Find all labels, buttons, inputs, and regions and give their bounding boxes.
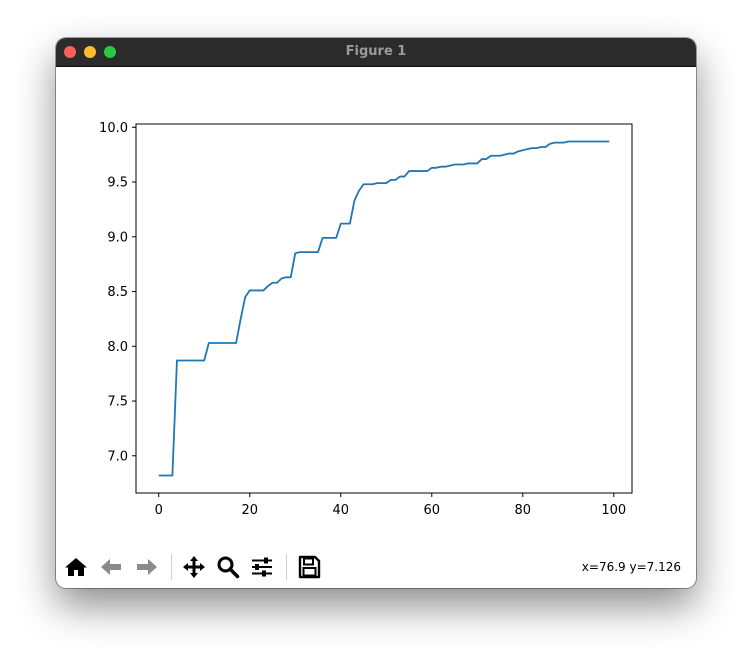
toolbar-separator — [171, 554, 172, 580]
axes-frame — [135, 123, 633, 494]
title-bar[interactable]: Figure 1 — [56, 38, 696, 67]
x-tick-label: 80 — [515, 503, 532, 518]
arrow-right-icon — [137, 559, 157, 575]
window-title: Figure 1 — [345, 44, 407, 59]
forward-button[interactable] — [132, 552, 162, 582]
pan-button[interactable] — [179, 552, 209, 582]
plot-canvas[interactable]: 0 20 40 60 80 100 7.0 7.5 8.0 8.5 9.0 9.5 10.0 — [56, 66, 696, 546]
y-tick-label: 7.5 — [107, 395, 128, 410]
y-tick-label: 9.0 — [107, 230, 128, 245]
figure-window: Figure 1 0 20 40 60 80 100 7.0 7.5 8.0 8.5 9.0 9.5… — [56, 38, 696, 588]
x-tick-label: 100 — [601, 503, 626, 518]
line-chart: 0 20 40 60 80 100 7.0 7.5 8.0 8.5 9.0 9.5 10.0 — [99, 121, 633, 518]
move-icon — [183, 556, 205, 578]
toolbar-separator — [286, 554, 287, 580]
arrow-left-icon — [101, 559, 121, 575]
x-tick-label: 0 — [155, 503, 163, 518]
series-line — [158, 140, 610, 477]
zoom-button[interactable] — [213, 552, 243, 582]
cursor-coordinates: x=76.9 y=7.126 — [581, 560, 681, 574]
y-tick-label: 7.0 — [107, 449, 128, 464]
home-icon — [65, 558, 87, 576]
minimize-window-button[interactable] — [84, 46, 96, 58]
maximize-window-button[interactable] — [104, 46, 116, 58]
y-tick-label: 9.5 — [107, 176, 128, 191]
home-button[interactable] — [61, 552, 91, 582]
back-button[interactable] — [96, 552, 126, 582]
floppy-disk-icon — [298, 555, 321, 579]
configure-subplots-button[interactable] — [247, 552, 277, 582]
x-tick-label: 60 — [424, 503, 441, 518]
save-button[interactable] — [294, 552, 324, 582]
magnifier-icon — [217, 556, 240, 579]
close-window-button[interactable] — [64, 46, 76, 58]
x-tick-label: 20 — [241, 503, 258, 518]
y-tick-label: 8.0 — [107, 340, 128, 355]
x-tick-label: 40 — [332, 503, 349, 518]
navigation-toolbar: x=76.9 y=7.126 — [56, 548, 696, 588]
y-tick-label: 10.0 — [99, 121, 128, 136]
sliders-icon — [252, 557, 272, 577]
y-tick-label: 8.5 — [107, 285, 128, 300]
